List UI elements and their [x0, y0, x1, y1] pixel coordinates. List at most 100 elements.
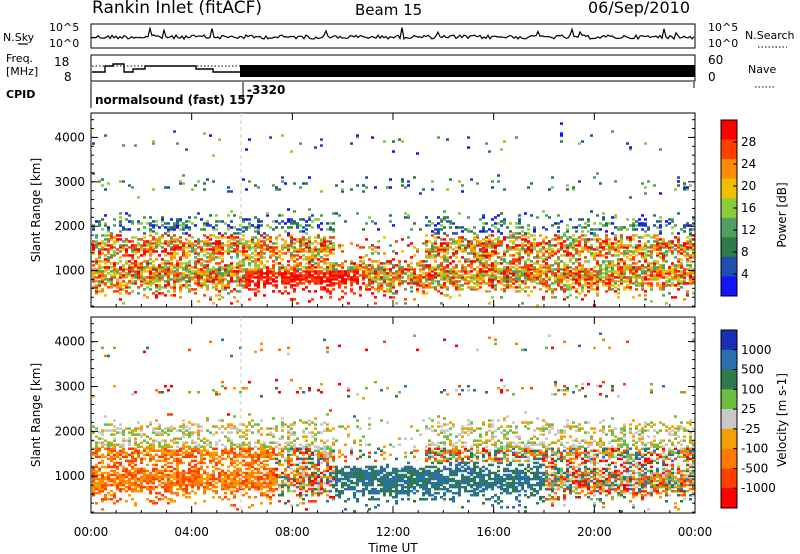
power-cell: [455, 266, 458, 269]
power-cell: [272, 266, 275, 269]
power-cell: [551, 264, 554, 267]
power-cell: [683, 184, 686, 187]
power-cell: [440, 242, 443, 245]
velocity-cell: [137, 451, 140, 455]
power-cell: [419, 262, 422, 265]
nave-tick-top: 60: [708, 53, 723, 67]
power-cell: [332, 282, 335, 285]
power-cell: [476, 242, 479, 245]
power-cell: [392, 282, 395, 285]
power-cell: [524, 244, 527, 247]
power-cell: [422, 276, 425, 279]
velocity-cell: [128, 471, 131, 475]
power-cell: [461, 184, 464, 187]
power-cell: [503, 258, 506, 261]
power-cell: [569, 288, 572, 291]
power-cell: [650, 268, 653, 271]
power-cell: [413, 222, 416, 225]
velocity-cell: [137, 467, 140, 471]
power-cell: [455, 252, 458, 255]
power-cell: [572, 226, 575, 229]
power-cell: [158, 242, 161, 245]
power-cell: [173, 284, 176, 287]
power-cell: [488, 242, 491, 245]
power-cell: [527, 250, 530, 253]
power-cell: [281, 244, 284, 247]
power-cell: [683, 242, 686, 245]
power-cell: [188, 216, 191, 219]
power-cell: [587, 240, 590, 243]
power-cell: [245, 280, 248, 283]
power-cell: [320, 260, 323, 263]
power-cell: [116, 268, 119, 271]
power-cell: [473, 256, 476, 259]
power-colorbar-swatch: [721, 159, 737, 180]
power-cell: [266, 224, 269, 227]
power-cell: [143, 248, 146, 251]
power-cell: [626, 236, 629, 239]
power-cell: [263, 252, 266, 255]
power-cell: [203, 224, 206, 227]
power-cell: [254, 270, 257, 273]
power-cell: [458, 270, 461, 273]
velocity-cell: [101, 461, 104, 465]
power-cell: [485, 252, 488, 255]
power-cell: [506, 278, 509, 281]
noise-left-tick-bottom: 10^0: [49, 37, 79, 50]
power-cell: [677, 282, 680, 285]
power-cell: [176, 238, 179, 241]
power-cell: [611, 276, 614, 279]
power-cell: [398, 276, 401, 279]
power-cell: [632, 272, 635, 275]
velocity-cell: [155, 463, 158, 467]
power-cell: [584, 242, 587, 245]
power-cell: [497, 276, 500, 279]
power-cell: [584, 276, 587, 279]
power-cell: [152, 140, 155, 143]
power-cell: [248, 254, 251, 257]
power-cell: [527, 264, 530, 267]
power-cell: [206, 274, 209, 277]
power-cell: [686, 186, 689, 189]
velocity-cell: [188, 463, 191, 467]
power-cell: [464, 272, 467, 275]
power-cell: [524, 250, 527, 253]
power-cell: [476, 240, 479, 243]
power-cell: [596, 282, 599, 285]
power-cell: [176, 270, 179, 273]
power-cell: [464, 276, 467, 279]
power-cell: [287, 272, 290, 275]
velocity-cell: [92, 395, 95, 398]
power-ytick-label: 2000: [54, 219, 85, 233]
velocity-cell: [119, 427, 122, 430]
power-cell: [656, 248, 659, 251]
power-cell: [272, 220, 275, 223]
power-cell: [638, 294, 641, 297]
velocity-cell: [101, 455, 104, 459]
power-cell: [509, 272, 512, 275]
power-cell: [326, 228, 329, 231]
power-cell: [194, 266, 197, 269]
power-cell: [599, 242, 602, 245]
power-cell: [587, 218, 590, 221]
power-cell: [644, 244, 647, 247]
velocity-cell: [104, 471, 107, 475]
velocity-cell: [158, 391, 161, 394]
power-cell: [620, 270, 623, 273]
power-cell: [338, 270, 341, 273]
power-cell: [578, 276, 581, 279]
power-cell: [404, 216, 407, 219]
power-cell: [632, 222, 635, 225]
power-cell: [392, 258, 395, 261]
power-cell: [620, 252, 623, 255]
power-cell: [182, 254, 185, 257]
velocity-cell: [167, 457, 170, 461]
power-cell: [512, 232, 515, 235]
power-cell: [218, 220, 221, 223]
power-cell: [572, 286, 575, 289]
power-cell: [350, 268, 353, 271]
power-cell: [314, 250, 317, 253]
velocity-cell: [140, 469, 143, 473]
power-cell: [425, 266, 428, 269]
power-cell: [230, 270, 233, 273]
